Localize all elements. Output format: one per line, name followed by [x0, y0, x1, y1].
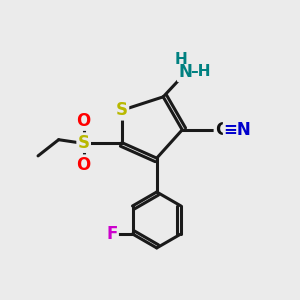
Text: C: C [215, 121, 227, 139]
Text: O: O [76, 112, 91, 130]
Text: F: F [106, 225, 118, 243]
Text: H: H [175, 52, 187, 67]
Text: O: O [76, 156, 91, 174]
Text: S: S [116, 101, 128, 119]
Text: N: N [178, 63, 192, 81]
Text: ≡N: ≡N [224, 121, 251, 139]
Text: S: S [78, 134, 90, 152]
Text: –H: –H [190, 64, 211, 79]
